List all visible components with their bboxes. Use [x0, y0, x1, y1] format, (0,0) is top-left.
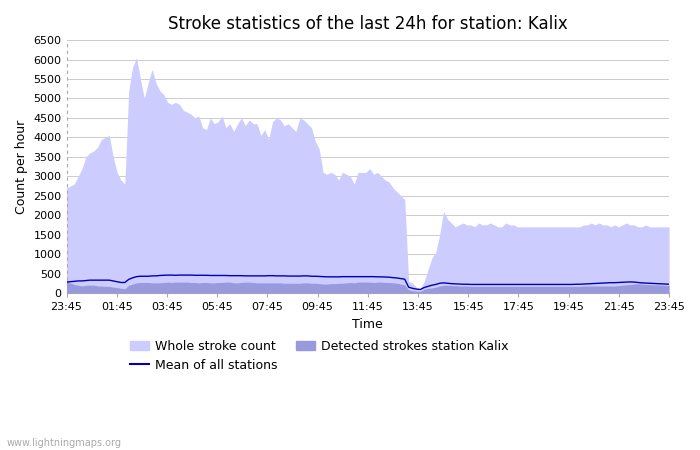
Y-axis label: Count per hour: Count per hour [15, 119, 28, 214]
X-axis label: Time: Time [352, 318, 383, 331]
Legend: Whole stroke count, Mean of all stations, Detected strokes station Kalix: Whole stroke count, Mean of all stations… [125, 335, 514, 377]
Text: www.lightningmaps.org: www.lightningmaps.org [7, 438, 122, 448]
Title: Stroke statistics of the last 24h for station: Kalix: Stroke statistics of the last 24h for st… [168, 15, 568, 33]
